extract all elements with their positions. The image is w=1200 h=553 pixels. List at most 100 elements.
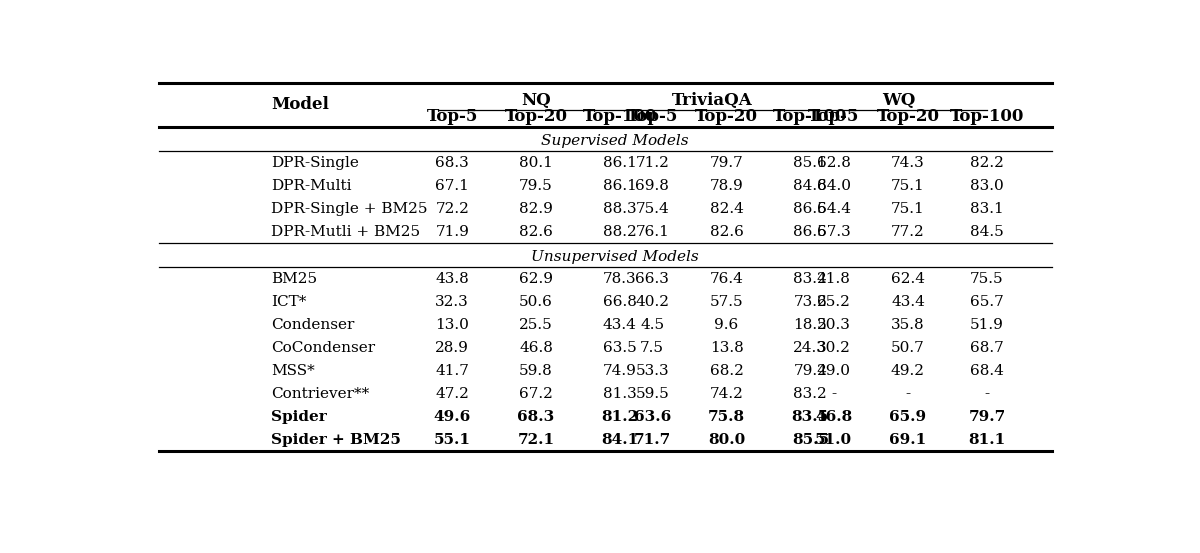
Text: 64.4: 64.4 (816, 202, 851, 216)
Text: 35.8: 35.8 (892, 318, 925, 332)
Text: 13.8: 13.8 (709, 341, 744, 355)
Text: ICT*: ICT* (271, 295, 306, 309)
Text: 81.3: 81.3 (602, 387, 636, 401)
Text: 32.3: 32.3 (436, 295, 469, 309)
Text: 49.6: 49.6 (433, 410, 470, 424)
Text: 28.9: 28.9 (436, 341, 469, 355)
Text: 84.1: 84.1 (601, 433, 638, 447)
Text: 76.4: 76.4 (709, 272, 744, 286)
Text: 71.9: 71.9 (436, 225, 469, 239)
Text: 67.3: 67.3 (817, 225, 851, 239)
Text: 49.2: 49.2 (890, 364, 925, 378)
Text: 55.1: 55.1 (433, 433, 470, 447)
Text: 88.2: 88.2 (602, 225, 636, 239)
Text: 85.5: 85.5 (792, 433, 829, 447)
Text: 4.5: 4.5 (640, 318, 665, 332)
Text: 65.7: 65.7 (970, 295, 1004, 309)
Text: 78.3: 78.3 (602, 272, 636, 286)
Text: 80.0: 80.0 (708, 433, 745, 447)
Text: TriviaQA: TriviaQA (672, 92, 754, 109)
Text: 82.9: 82.9 (520, 202, 553, 216)
Text: 67.2: 67.2 (520, 387, 553, 401)
Text: 83.2: 83.2 (793, 387, 827, 401)
Text: 78.9: 78.9 (709, 179, 744, 192)
Text: Unsupervised Models: Unsupervised Models (532, 250, 698, 264)
Text: 86.1: 86.1 (602, 156, 636, 170)
Text: 29.0: 29.0 (816, 364, 851, 378)
Text: 24.3: 24.3 (793, 341, 827, 355)
Text: 53.3: 53.3 (635, 364, 670, 378)
Text: CoCondenser: CoCondenser (271, 341, 376, 355)
Text: 77.2: 77.2 (892, 225, 925, 239)
Text: Top-20: Top-20 (504, 108, 568, 125)
Text: 41.8: 41.8 (817, 272, 851, 286)
Text: 84.5: 84.5 (970, 225, 1004, 239)
Text: 68.3: 68.3 (436, 156, 469, 170)
Text: DPR-Mutli + BM25: DPR-Mutli + BM25 (271, 225, 420, 239)
Text: 13.0: 13.0 (436, 318, 469, 332)
Text: Spider + BM25: Spider + BM25 (271, 433, 401, 447)
Text: 63.5: 63.5 (602, 341, 636, 355)
Text: DPR-Single + BM25: DPR-Single + BM25 (271, 202, 427, 216)
Text: Condenser: Condenser (271, 318, 354, 332)
Text: 25.2: 25.2 (817, 295, 851, 309)
Text: 85.1: 85.1 (793, 156, 827, 170)
Text: 68.7: 68.7 (970, 341, 1004, 355)
Text: 74.9: 74.9 (602, 364, 636, 378)
Text: Supervised Models: Supervised Models (541, 134, 689, 148)
Text: 82.6: 82.6 (520, 225, 553, 239)
Text: 83.2: 83.2 (793, 272, 827, 286)
Text: 50.7: 50.7 (892, 341, 925, 355)
Text: 9.6: 9.6 (714, 318, 739, 332)
Text: 82.4: 82.4 (709, 202, 744, 216)
Text: 62.9: 62.9 (518, 272, 553, 286)
Text: 30.2: 30.2 (817, 341, 851, 355)
Text: 73.6: 73.6 (793, 295, 827, 309)
Text: 43.4: 43.4 (892, 295, 925, 309)
Text: 76.1: 76.1 (635, 225, 670, 239)
Text: MSS*: MSS* (271, 364, 314, 378)
Text: Top-5: Top-5 (808, 108, 859, 125)
Text: -: - (830, 387, 836, 401)
Text: WQ: WQ (882, 92, 916, 109)
Text: DPR-Single: DPR-Single (271, 156, 359, 170)
Text: 79.7: 79.7 (968, 410, 1006, 424)
Text: 69.1: 69.1 (889, 433, 926, 447)
Text: 51.0: 51.0 (815, 433, 852, 447)
Text: NQ: NQ (521, 92, 551, 109)
Text: 68.3: 68.3 (517, 410, 554, 424)
Text: 88.3: 88.3 (602, 202, 636, 216)
Text: Top-20: Top-20 (695, 108, 758, 125)
Text: 75.1: 75.1 (892, 179, 925, 192)
Text: 66.3: 66.3 (635, 272, 670, 286)
Text: 66.8: 66.8 (602, 295, 636, 309)
Text: 71.2: 71.2 (635, 156, 670, 170)
Text: Spider: Spider (271, 410, 326, 424)
Text: 64.0: 64.0 (816, 179, 851, 192)
Text: 20.3: 20.3 (817, 318, 851, 332)
Text: 25.5: 25.5 (520, 318, 553, 332)
Text: 75.5: 75.5 (970, 272, 1004, 286)
Text: 80.1: 80.1 (520, 156, 553, 170)
Text: 84.8: 84.8 (793, 179, 827, 192)
Text: 79.4: 79.4 (793, 364, 827, 378)
Text: 68.4: 68.4 (970, 364, 1004, 378)
Text: 57.5: 57.5 (709, 295, 744, 309)
Text: 86.1: 86.1 (602, 179, 636, 192)
Text: BM25: BM25 (271, 272, 317, 286)
Text: 75.8: 75.8 (708, 410, 745, 424)
Text: 46.8: 46.8 (815, 410, 852, 424)
Text: Top-100: Top-100 (950, 108, 1024, 125)
Text: 75.4: 75.4 (635, 202, 670, 216)
Text: DPR-Multi: DPR-Multi (271, 179, 352, 192)
Text: 41.7: 41.7 (436, 364, 469, 378)
Text: 82.6: 82.6 (709, 225, 744, 239)
Text: 7.5: 7.5 (641, 341, 665, 355)
Text: 72.2: 72.2 (436, 202, 469, 216)
Text: 59.5: 59.5 (635, 387, 670, 401)
Text: 43.4: 43.4 (602, 318, 636, 332)
Text: Model: Model (271, 96, 329, 113)
Text: 72.1: 72.1 (517, 433, 554, 447)
Text: Top-5: Top-5 (626, 108, 678, 125)
Text: -: - (984, 387, 990, 401)
